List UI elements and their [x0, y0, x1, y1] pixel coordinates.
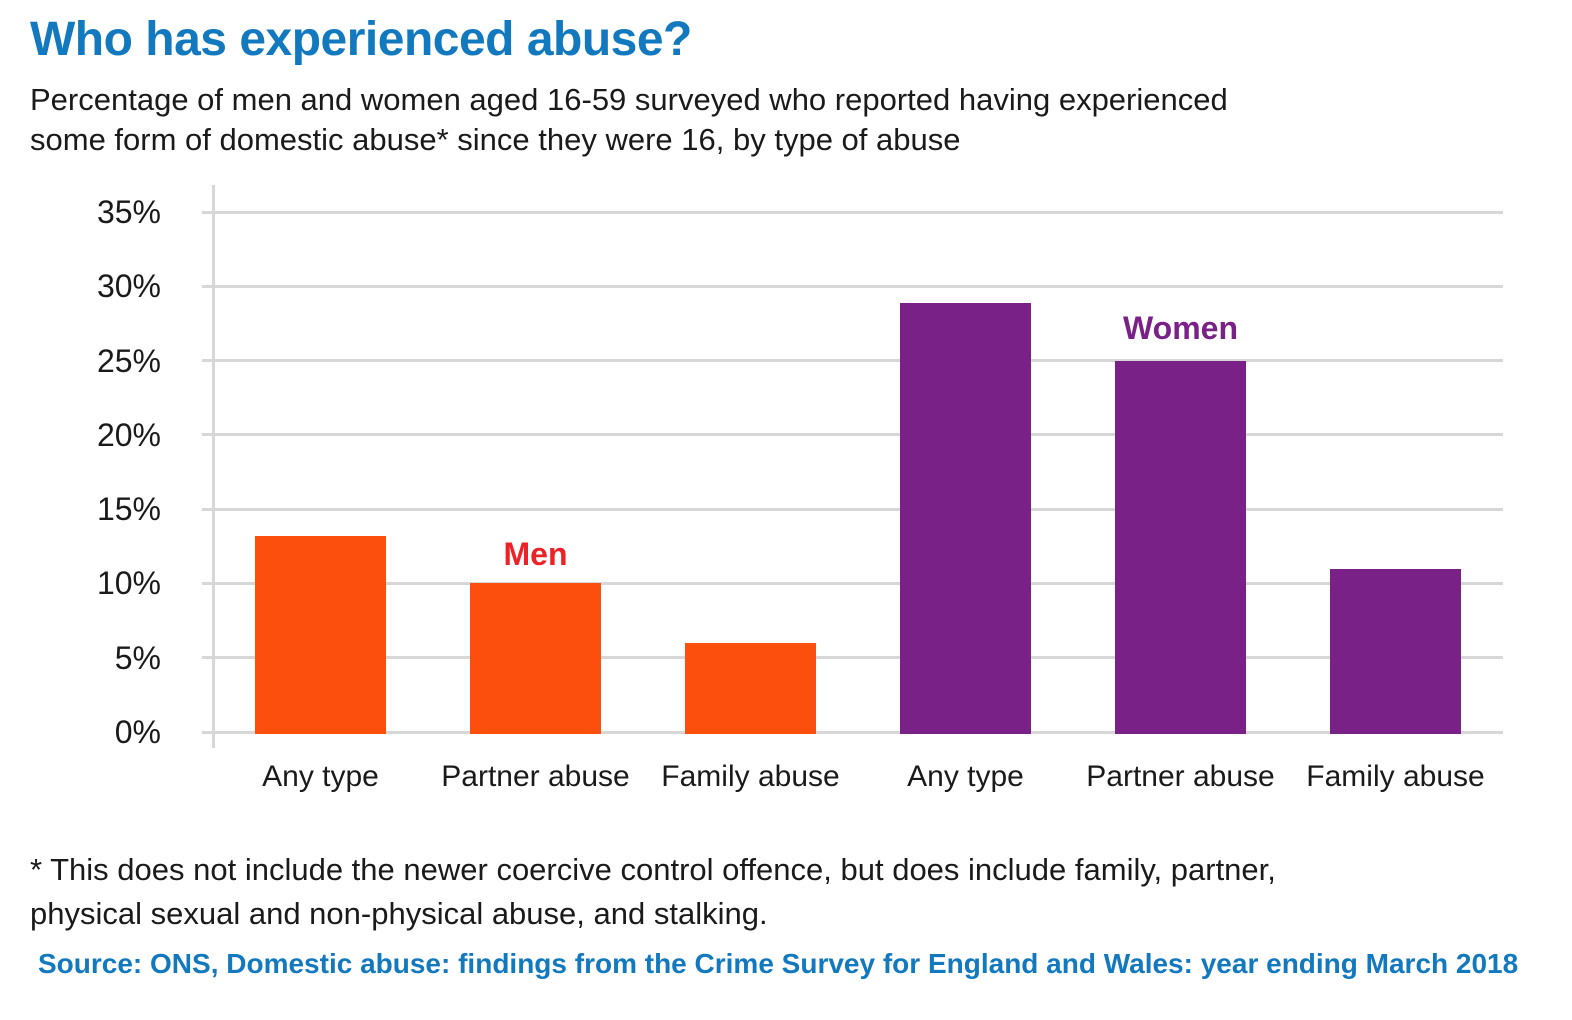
x-tick-label-partner-abuse-1: Partner abuse: [441, 760, 630, 793]
x-tick-label-any-type-0: Any type: [262, 760, 379, 793]
y-axis-line: [211, 185, 215, 748]
bar-men-partner-abuse: [470, 583, 601, 734]
page-title: Who has experienced abuse?: [30, 13, 692, 66]
y-tick-label-25-: 25%: [96, 342, 161, 379]
bar-men-family-abuse: [685, 642, 816, 734]
gridline-5-: [202, 656, 1503, 660]
y-tick-label-20-: 20%: [96, 416, 161, 453]
gridline-15-: [202, 507, 1503, 511]
gridline-30-: [202, 284, 1503, 288]
x-tick-label-partner-abuse-4: Partner abuse: [1086, 760, 1275, 793]
y-tick-label-5-: 5%: [114, 639, 161, 676]
y-tick-label-10-: 10%: [96, 565, 161, 602]
x-tick-label-family-abuse-5: Family abuse: [1306, 760, 1485, 793]
x-tick-label-any-type-3: Any type: [907, 760, 1024, 793]
bar-women-family-abuse: [1330, 568, 1461, 734]
series-label-men: Men: [503, 536, 568, 573]
gridline-0-: [202, 730, 1503, 734]
gridline-25-: [202, 359, 1503, 363]
gridline-35-: [202, 210, 1503, 214]
series-label-women: Women: [1123, 309, 1238, 346]
y-tick-label-15-: 15%: [96, 491, 161, 528]
source-credit: Source: ONS, Domestic abuse: findings fr…: [38, 948, 1519, 979]
gridline-20-: [202, 433, 1503, 437]
bar-men-any-type: [255, 535, 386, 734]
gridline-10-: [202, 581, 1503, 585]
chart-subtitle: Percentage of men and women aged 16-59 s…: [30, 82, 1228, 157]
footnote: * This does not include the newer coerci…: [30, 852, 1276, 931]
y-tick-label-35-: 35%: [96, 194, 161, 230]
y-tick-label-0-: 0%: [114, 714, 161, 750]
bar-women-any-type: [900, 302, 1031, 734]
bar-women-partner-abuse: [1115, 360, 1246, 734]
plot-area: 0% 5% 10% 15% 20% 25% 30% 35% Any type Partner ab…: [97, 185, 1503, 793]
x-tick-label-family-abuse-2: Family abuse: [661, 760, 840, 793]
y-tick-label-30-: 30%: [96, 268, 161, 305]
